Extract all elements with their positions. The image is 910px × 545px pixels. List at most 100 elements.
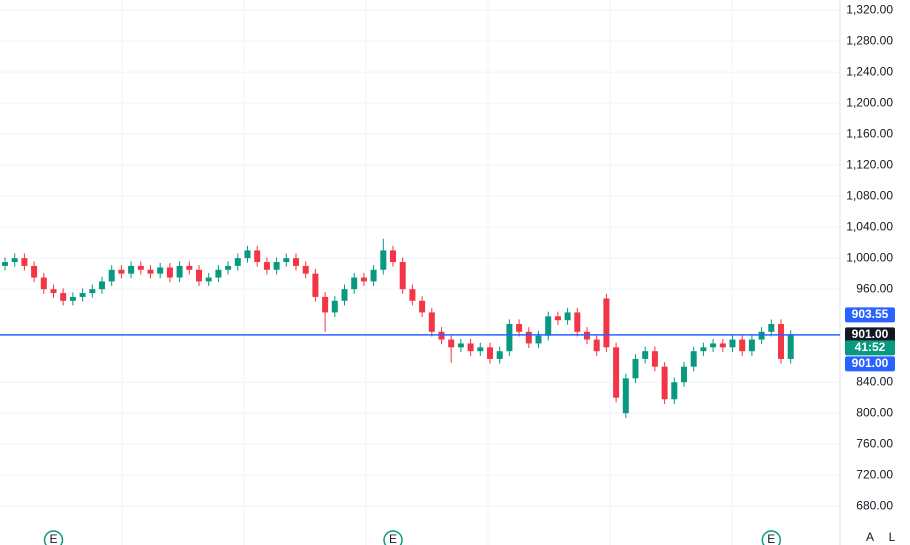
candle-body — [166, 267, 173, 278]
y-tick-label: 1,320.00 — [846, 2, 893, 16]
candle-body — [40, 277, 47, 290]
event-marker[interactable] — [761, 530, 782, 545]
candle-body — [2, 262, 8, 266]
y-tick-label: 1,000.00 — [846, 250, 893, 264]
event-marker[interactable] — [43, 530, 64, 545]
candle-body — [448, 339, 455, 348]
candle-body — [128, 265, 135, 274]
candle-body — [293, 258, 299, 266]
candle-body — [360, 277, 367, 282]
candle-body — [739, 339, 746, 352]
candle-body — [147, 269, 154, 274]
candle-body — [50, 289, 57, 294]
candle-body — [79, 293, 86, 297]
candle-body — [719, 343, 726, 348]
price-label-box — [845, 327, 895, 343]
candle-body — [254, 250, 261, 263]
event-label: E — [389, 532, 397, 545]
price-label: 901.00 — [852, 327, 889, 341]
candle-body — [496, 351, 503, 359]
y-tick-label: 720.00 — [856, 467, 893, 481]
event-marker[interactable] — [383, 530, 403, 545]
candle-body — [710, 343, 717, 348]
event-label: E — [767, 532, 775, 545]
candle-body — [263, 262, 270, 270]
candle-body — [787, 334, 794, 359]
candle-body — [244, 250, 251, 259]
scale-button[interactable] — [861, 528, 879, 545]
candle-body — [545, 316, 552, 336]
candle-body — [283, 258, 290, 263]
scale-button[interactable] — [883, 528, 901, 545]
candle-body — [60, 293, 67, 301]
y-tick-label: 840.00 — [856, 374, 893, 388]
candle-body — [176, 265, 183, 278]
candle-body — [312, 273, 319, 297]
candle-body — [89, 289, 96, 294]
candle-body — [661, 366, 668, 400]
candle-body — [681, 366, 687, 383]
candle-body — [651, 351, 658, 367]
y-tick-label: 960.00 — [856, 281, 893, 295]
y-tick-label: 680.00 — [856, 498, 893, 512]
candle-body — [409, 289, 416, 301]
candle-body — [273, 262, 280, 270]
candle-body — [690, 351, 697, 367]
candle-body — [205, 277, 212, 282]
candle-body — [419, 300, 426, 313]
y-tick-label: 1,120.00 — [846, 157, 893, 171]
candle-body — [31, 265, 38, 278]
candle-body — [622, 378, 629, 414]
candle-body — [487, 347, 493, 359]
candle-body — [632, 358, 639, 379]
scale-button-label[interactable]: A — [866, 530, 874, 544]
candle-body — [399, 262, 406, 290]
candle-body — [428, 312, 435, 332]
candle-body — [516, 324, 523, 332]
candle-body — [215, 269, 222, 278]
candle-body — [525, 331, 532, 344]
candle-body — [438, 331, 445, 340]
candle-body — [108, 269, 115, 282]
candle-body — [778, 324, 784, 359]
candle-body — [196, 269, 202, 282]
candle-body — [341, 289, 348, 301]
candle-body — [603, 298, 610, 348]
candle-body — [748, 339, 755, 352]
candle-body — [535, 335, 542, 344]
candle-body — [729, 339, 736, 348]
candle-body — [351, 277, 358, 290]
candle-body — [564, 312, 571, 321]
event-label: E — [49, 532, 57, 545]
candle-body — [157, 267, 164, 274]
candle-body — [613, 347, 620, 398]
y-tick-label: 1,040.00 — [846, 219, 893, 233]
candle-body — [758, 331, 765, 340]
candle-body — [137, 265, 144, 270]
y-tick-label: 1,240.00 — [846, 64, 893, 78]
candle-body — [506, 324, 513, 352]
candle-body — [322, 296, 329, 313]
candle-body — [186, 265, 193, 270]
candle-body — [768, 324, 775, 332]
candle-body — [554, 316, 561, 321]
candle-body — [380, 250, 387, 270]
y-tick-label: 1,280.00 — [846, 33, 893, 47]
price-label: 903.55 — [852, 307, 889, 321]
scale-button-label[interactable]: L — [889, 530, 896, 544]
candle-body — [69, 296, 76, 301]
candle-body — [642, 351, 649, 359]
candle-body — [593, 339, 600, 352]
y-tick-label: 1,200.00 — [846, 95, 893, 109]
price-label: 41:52 — [855, 340, 886, 354]
price-label-box — [845, 356, 895, 372]
price-label-box — [845, 307, 895, 323]
candle-body — [584, 331, 590, 340]
candle-body — [99, 281, 105, 290]
candle-body — [225, 265, 232, 270]
candle-body — [457, 343, 464, 348]
y-tick-label: 1,080.00 — [846, 188, 893, 202]
price-label-box — [845, 340, 895, 356]
candle-body — [574, 312, 581, 332]
